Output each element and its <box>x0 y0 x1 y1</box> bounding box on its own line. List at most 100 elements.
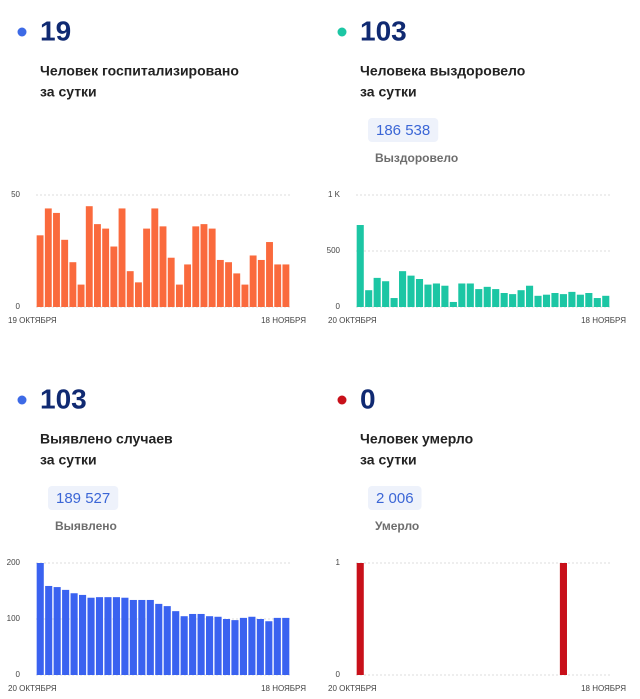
bar <box>257 259 265 307</box>
x-tick-label: 20 ОКТЯБРЯ <box>328 684 377 693</box>
status-dot <box>17 27 27 37</box>
bar <box>70 593 78 675</box>
bar <box>559 563 567 675</box>
bar <box>441 285 449 307</box>
bar <box>94 224 101 307</box>
total: 2 006 <box>376 490 414 507</box>
bar <box>449 301 457 307</box>
bar <box>172 611 180 675</box>
status-dot <box>17 395 27 405</box>
bar <box>542 294 551 307</box>
bar <box>53 212 60 307</box>
bar <box>415 279 424 307</box>
x-tick-label: 18 НОЯБРЯ <box>261 684 306 693</box>
x-tick-label: 20 ОКТЯБРЯ <box>328 316 377 325</box>
bar <box>424 284 432 307</box>
bar <box>509 294 517 307</box>
status-dot <box>337 27 347 37</box>
bar <box>466 283 474 307</box>
bar <box>45 585 53 675</box>
total: 186 538 <box>376 122 430 139</box>
total-pill <box>368 486 422 510</box>
bar <box>559 294 567 307</box>
bar <box>79 594 87 675</box>
bar <box>95 597 104 675</box>
bar <box>159 226 167 307</box>
headline: 19 <box>40 15 71 46</box>
total-label: Умерло <box>375 519 419 533</box>
x-tick-label: 19 ОКТЯБРЯ <box>8 316 57 325</box>
bar <box>206 616 214 675</box>
y-tick-label: 0 <box>336 302 341 311</box>
bar <box>175 284 183 307</box>
y-tick-label: 0 <box>16 302 21 311</box>
y-tick-label: 100 <box>7 614 21 623</box>
bar <box>390 298 398 307</box>
y-tick-label: 1 <box>336 558 341 567</box>
bar <box>134 282 142 307</box>
y-tick-label: 0 <box>16 670 21 679</box>
x-tick-label: 18 НОЯБРЯ <box>581 684 626 693</box>
headline: 103 <box>360 15 407 46</box>
x-tick-label: 18 НОЯБРЯ <box>581 316 626 325</box>
bar <box>138 599 146 675</box>
bar <box>44 208 52 307</box>
bar <box>249 255 257 307</box>
bar <box>602 295 610 307</box>
bar <box>282 617 290 675</box>
bar <box>248 616 256 675</box>
bar <box>534 295 542 307</box>
bar <box>214 616 222 675</box>
y-tick-label: 500 <box>327 246 341 255</box>
bar <box>200 224 208 307</box>
bar <box>189 613 197 675</box>
bar <box>121 597 129 675</box>
bar <box>585 293 593 307</box>
bar <box>102 228 110 307</box>
bar <box>526 285 534 307</box>
bar <box>399 271 407 307</box>
bar <box>225 262 232 307</box>
bar <box>216 259 224 307</box>
bar <box>184 264 192 307</box>
headline: 103 <box>40 383 87 414</box>
total-pill <box>368 118 439 142</box>
bar <box>110 246 118 307</box>
bar <box>155 603 163 675</box>
bar <box>551 293 559 307</box>
caption: Человека выздоровело <box>360 63 525 79</box>
total-label: Выявлено <box>55 519 117 533</box>
bar <box>146 599 154 675</box>
x-tick-label: 20 ОКТЯБРЯ <box>8 684 57 693</box>
bar <box>356 225 364 307</box>
bar <box>36 235 44 307</box>
caption: за сутки <box>360 452 417 468</box>
bar <box>180 616 188 675</box>
bar <box>85 206 93 307</box>
bar <box>365 290 373 307</box>
total: 189 527 <box>56 490 110 507</box>
bar <box>373 277 381 307</box>
bar <box>274 264 282 307</box>
bar <box>231 620 239 675</box>
bar <box>407 275 415 307</box>
bar <box>256 619 264 675</box>
bar <box>143 228 151 307</box>
y-tick-label: 0 <box>336 670 341 679</box>
bar <box>151 208 159 307</box>
bar <box>222 619 231 675</box>
bar <box>208 228 216 307</box>
bar <box>273 617 281 675</box>
bar <box>129 599 137 675</box>
bar <box>458 283 466 307</box>
bar <box>356 563 364 675</box>
bar <box>118 208 126 307</box>
bar <box>576 294 584 307</box>
caption: за сутки <box>40 452 97 468</box>
bar <box>167 257 175 307</box>
bar <box>568 291 576 307</box>
bar <box>265 621 273 675</box>
caption: Человек госпитализировано <box>40 63 239 79</box>
bar <box>77 284 85 307</box>
